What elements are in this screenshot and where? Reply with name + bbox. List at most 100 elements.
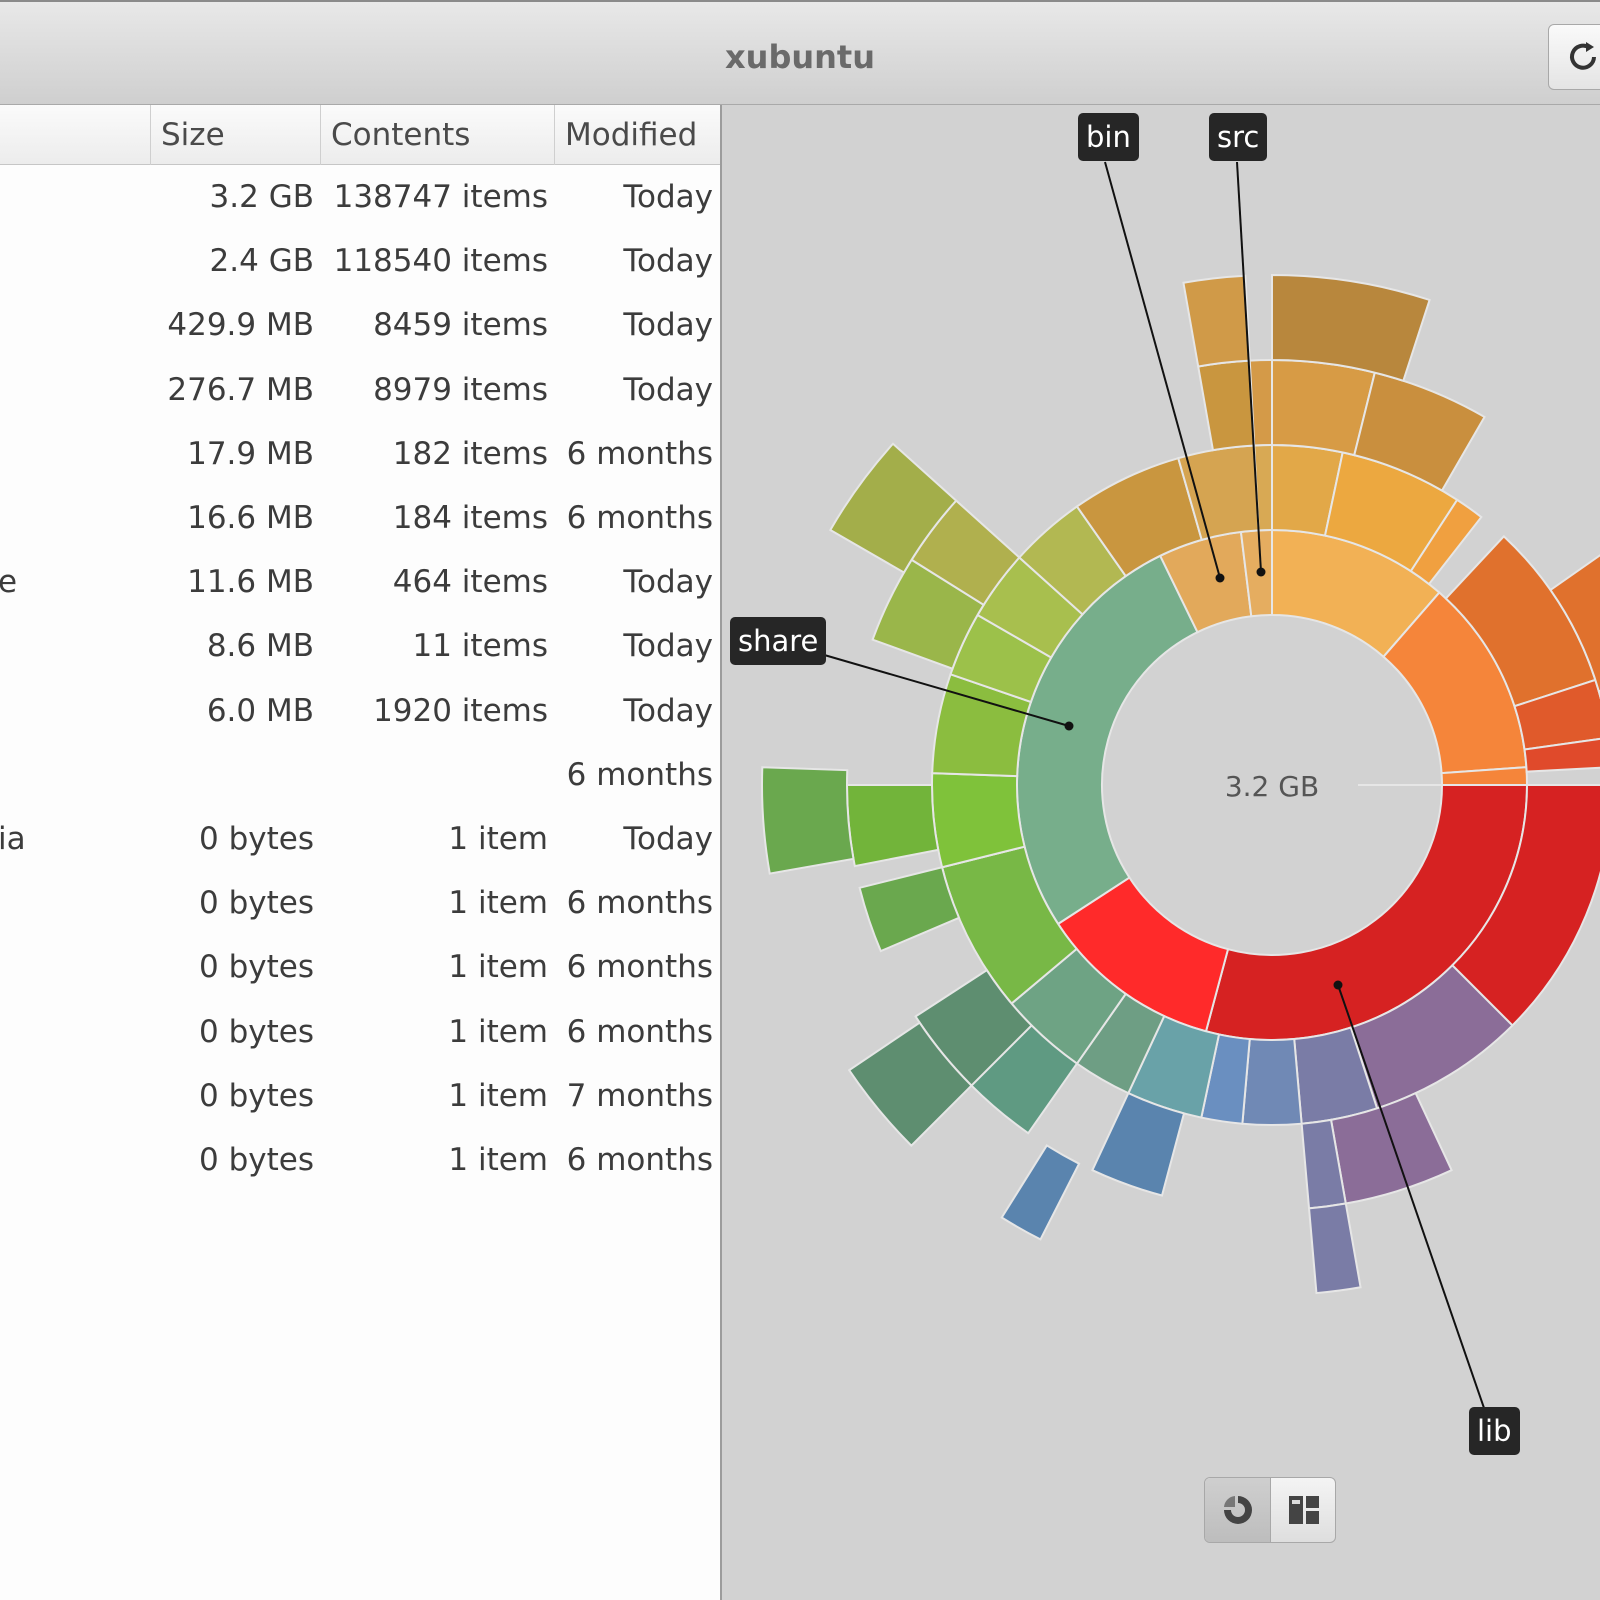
chart-center-label: 3.2 GB xyxy=(1225,770,1319,803)
table-row[interactable]: 6 months xyxy=(0,743,720,807)
row-name: ia xyxy=(0,821,26,857)
table-row[interactable]: 0 bytes 1 item 6 months xyxy=(0,871,720,935)
table-row[interactable]: 0 bytes 1 item 7 months xyxy=(0,1064,720,1128)
table-row[interactable]: e 11.6 MB 464 items Today xyxy=(0,550,720,614)
row-size: 276.7 MB xyxy=(167,371,314,408)
row-contents: 1 item xyxy=(448,949,548,986)
window-title: xubuntu xyxy=(725,38,875,76)
ring-segment[interactable] xyxy=(1182,274,1251,368)
ring-chart-view-button[interactable] xyxy=(1205,1478,1271,1542)
row-size: 17.9 MB xyxy=(187,435,314,472)
row-size: 429.9 MB xyxy=(167,307,314,344)
table-row[interactable]: 2.4 GB 118540 items Today xyxy=(0,229,720,293)
row-name xyxy=(0,1128,138,1192)
ring-segment[interactable] xyxy=(828,442,958,574)
column-header-modified[interactable]: Modified xyxy=(554,105,720,165)
ring-segment[interactable] xyxy=(858,866,961,953)
pane-divider[interactable] xyxy=(720,105,722,1600)
row-name xyxy=(0,743,138,807)
table-row[interactable]: 17.9 MB 182 items 6 months xyxy=(0,422,720,486)
table-row[interactable]: 0 bytes 1 item 6 months xyxy=(0,935,720,999)
row-name xyxy=(0,614,138,678)
ring-chart[interactable]: 3.2 GB xyxy=(722,105,1600,1600)
row-size: 0 bytes xyxy=(199,949,314,986)
row-size: 3.2 GB xyxy=(209,179,314,215)
row-modified: Today xyxy=(623,307,713,344)
table-row[interactable]: ia 0 bytes 1 item Today xyxy=(0,807,720,871)
row-name xyxy=(0,165,138,229)
title-bar: xubuntu xyxy=(0,0,1600,105)
row-size: 11.6 MB xyxy=(187,564,314,601)
row-modified: Today xyxy=(623,564,713,601)
row-modified: 6 months xyxy=(566,885,713,922)
row-name xyxy=(0,1000,138,1064)
row-modified: 6 months xyxy=(566,1142,713,1178)
treemap-view-button[interactable] xyxy=(1271,1478,1335,1542)
row-contents xyxy=(320,743,548,807)
ring-segment[interactable] xyxy=(1353,371,1486,492)
row-size: 0 bytes xyxy=(199,1013,314,1050)
row-name xyxy=(0,871,138,935)
refresh-icon xyxy=(1570,42,1596,70)
table-row[interactable]: 8.6 MB 11 items Today xyxy=(0,614,720,678)
chart-pane: 3.2 GB bin src share lib xyxy=(722,105,1600,1600)
row-size: 0 bytes xyxy=(199,1077,314,1114)
ring-segment[interactable] xyxy=(1197,359,1256,452)
row-contents: 8979 items xyxy=(373,371,548,408)
row-contents: 1 item xyxy=(448,1013,548,1050)
table-row[interactable]: 0 bytes 1 item 6 months xyxy=(0,1000,720,1064)
row-name xyxy=(0,358,138,422)
row-name xyxy=(0,935,138,999)
column-header-contents[interactable]: Contents xyxy=(320,105,554,165)
ring-segment[interactable] xyxy=(1549,541,1600,693)
tooltip-lib: lib xyxy=(1469,1407,1520,1455)
treemap-icon xyxy=(1289,1496,1319,1524)
row-name xyxy=(0,293,138,357)
ring-segment[interactable] xyxy=(845,784,940,868)
tooltip-share: share xyxy=(730,617,827,665)
column-header-size[interactable]: Size xyxy=(150,105,320,165)
ring-segment[interactable] xyxy=(1000,1144,1081,1241)
ring-segment[interactable] xyxy=(847,1021,973,1148)
row-modified: 7 months xyxy=(566,1077,713,1114)
row-modified: Today xyxy=(623,371,713,408)
refresh-button[interactable] xyxy=(1548,24,1600,90)
row-contents: 182 items xyxy=(392,435,548,472)
row-contents: 1 item xyxy=(448,1142,548,1178)
row-modified: 6 months xyxy=(566,949,713,986)
ring-segment[interactable] xyxy=(1091,1091,1186,1197)
tooltip-connectors xyxy=(813,161,1485,1409)
ring-chart-icon xyxy=(1224,1496,1252,1524)
row-contents: 1 item xyxy=(448,1077,548,1114)
tooltip-bin: bin xyxy=(1078,113,1139,161)
ring-segment[interactable] xyxy=(1523,737,1600,773)
row-name xyxy=(0,1064,138,1128)
ring-segment[interactable] xyxy=(1409,498,1483,586)
table-row[interactable]: 6.0 MB 1920 items Today xyxy=(0,679,720,743)
table-row[interactable]: 0 bytes 1 item 6 months xyxy=(0,1128,720,1192)
row-size: 0 bytes xyxy=(199,821,314,857)
row-contents: 8459 items xyxy=(373,307,548,344)
ring-segment[interactable] xyxy=(1307,1202,1362,1295)
row-contents: 118540 items xyxy=(333,243,548,280)
row-size: 16.6 MB xyxy=(187,500,314,536)
table-row[interactable]: 276.7 MB 8979 items Today xyxy=(0,358,720,422)
row-name xyxy=(0,679,138,743)
row-modified: 6 months xyxy=(566,1013,713,1050)
ring-segment[interactable] xyxy=(1271,273,1431,383)
view-switcher xyxy=(1204,1477,1336,1543)
row-contents: 1920 items xyxy=(373,692,548,729)
table-row[interactable]: 16.6 MB 184 items 6 months xyxy=(0,486,720,550)
row-modified: Today xyxy=(623,821,713,857)
ring-segment[interactable] xyxy=(761,766,855,875)
ring-segment[interactable] xyxy=(1241,1037,1303,1127)
row-size xyxy=(150,743,314,807)
ring-segment[interactable] xyxy=(1440,766,1529,786)
row-contents: 464 items xyxy=(392,564,548,601)
row-size: 2.4 GB xyxy=(209,243,314,280)
table-row[interactable]: 429.9 MB 8459 items Today xyxy=(0,293,720,357)
row-size: 8.6 MB xyxy=(206,628,314,665)
table-row[interactable]: 3.2 GB 138747 items Today xyxy=(0,165,720,229)
row-modified: 6 months xyxy=(566,500,713,536)
